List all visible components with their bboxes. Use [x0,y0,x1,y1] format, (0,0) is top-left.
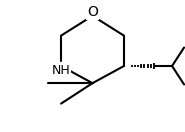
Text: NH: NH [52,64,70,77]
Text: O: O [87,5,98,19]
